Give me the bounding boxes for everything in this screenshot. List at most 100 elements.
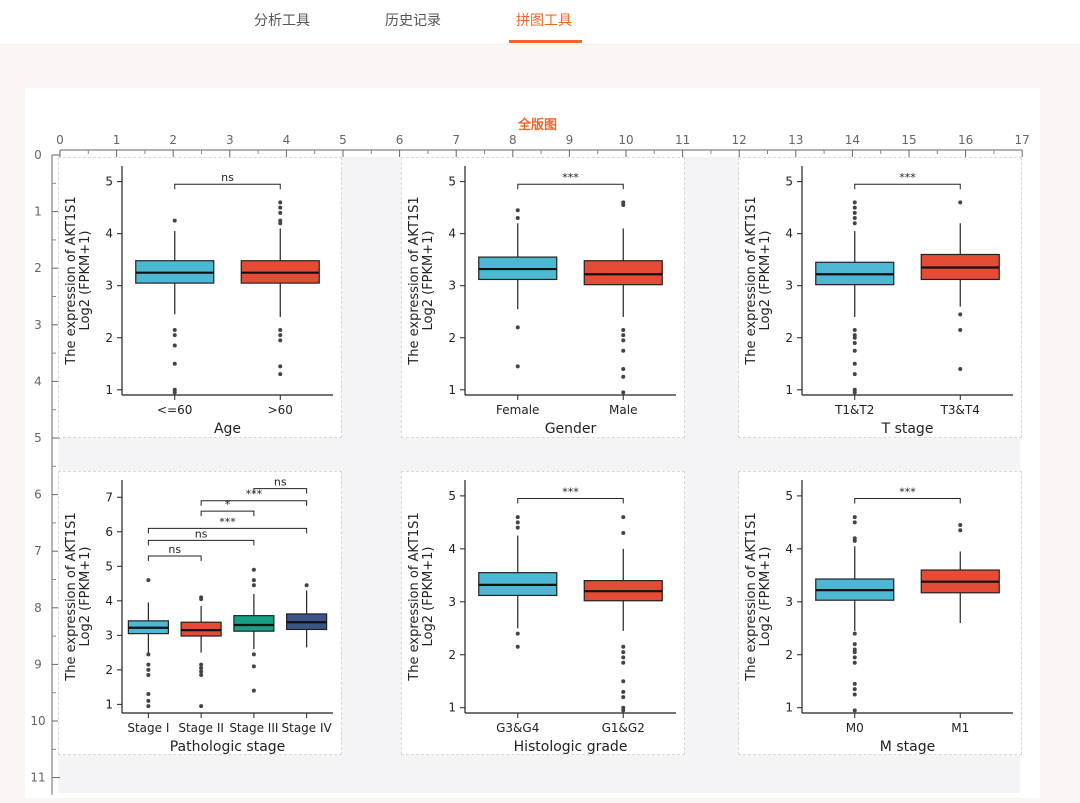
outlier-point xyxy=(278,221,283,226)
x-tick-label: T3&T4 xyxy=(940,403,980,417)
x-tick-label: Male xyxy=(609,403,637,417)
outlier-point xyxy=(515,644,520,649)
y-tick-label: 7 xyxy=(105,490,113,504)
significance-bracket xyxy=(147,527,308,534)
chart-histologic-grade: 1 2 3 4 5 The expression of AKT1S1 Log2 (FPKM+… xyxy=(407,480,676,755)
outlier-point xyxy=(172,361,177,366)
outlier-point xyxy=(852,200,857,205)
chart-panel-histologic-grade[interactable]: 1 2 3 4 5 The expression of AKT1S1 Log2 (FPKM+… xyxy=(401,471,685,755)
y-tick-label: 1 xyxy=(785,383,793,397)
outlier-point xyxy=(199,666,204,671)
outlier-point xyxy=(621,708,626,713)
y-axis-subtitle: Log2 (FPKM+1) xyxy=(758,547,773,647)
x-tick-label: M1 xyxy=(951,721,969,735)
y-tick-label: 1 xyxy=(105,383,113,397)
y-tick-label: 1 xyxy=(448,701,456,715)
outlier-point xyxy=(621,695,626,700)
outlier-point xyxy=(146,652,151,657)
chart-panel-m-stage[interactable]: 1 2 3 4 5 The expression of AKT1S1 Log2 (FPKM+… xyxy=(738,471,1022,755)
outlier-point xyxy=(278,333,283,338)
outlier-point xyxy=(146,662,151,667)
y-tick-label: 4 xyxy=(448,227,456,241)
x-axis-title: Gender xyxy=(545,421,597,437)
significance-label: *** xyxy=(246,488,263,501)
y-tick-label: 5 xyxy=(105,559,113,573)
chart-t-stage: 1 2 3 4 5 The expression of AKT1S1 Log2 (FPKM+… xyxy=(744,166,1013,437)
outlier-point xyxy=(621,327,626,332)
outlier-point xyxy=(278,338,283,343)
outlier-point xyxy=(515,520,520,525)
significance-label: *** xyxy=(219,515,236,528)
chart-panel-gender[interactable]: 1 2 3 4 5 The expression of AKT1S1 Log2 (FPKM+… xyxy=(401,157,685,438)
outlier-point xyxy=(621,366,626,371)
y-tick-label: 5 xyxy=(105,175,113,189)
significance-label: ns xyxy=(221,171,234,184)
outlier-point xyxy=(515,525,520,530)
outlier-point xyxy=(621,689,626,694)
chart-pathologic-stage: 1 2 3 4 5 6 7 The expression of AKT1S1 Log2 (FPK… xyxy=(64,476,333,755)
outlier-point xyxy=(621,374,626,379)
outlier-point xyxy=(852,692,857,697)
outlier-point xyxy=(621,338,626,343)
chart-panel-age[interactable]: 1 2 3 4 5 The expression of AKT1S1 Log2 (FPKM+… xyxy=(58,157,342,438)
significance-label: ns xyxy=(195,527,208,540)
y-axis-title: The expression of AKT1S1 xyxy=(744,512,759,681)
y-tick-label: 1 xyxy=(785,701,793,715)
chart-m-stage: 1 2 3 4 5 The expression of AKT1S1 Log2 (FPKM+… xyxy=(744,480,1013,755)
significance-bracket xyxy=(200,500,308,506)
y-tick-label: 4 xyxy=(785,542,793,556)
outlier-point xyxy=(621,515,626,520)
y-tick-label: 2 xyxy=(105,331,113,345)
chart-panel-t-stage[interactable]: 1 2 3 4 5 The expression of AKT1S1 Log2 (FPKM+… xyxy=(738,157,1022,438)
outlier-point xyxy=(852,681,857,686)
significance-label: *** xyxy=(562,486,579,499)
x-tick-label: G3&G4 xyxy=(496,721,539,735)
outlier-point xyxy=(958,200,963,205)
significance-bracket xyxy=(147,555,202,561)
outlier-point xyxy=(304,583,309,588)
y-tick-label: 3 xyxy=(105,628,113,642)
outlier-point xyxy=(852,372,857,377)
tab-collage-tool[interactable]: 拼图工具 xyxy=(516,13,572,29)
x-tick-label: Stage IV xyxy=(282,721,333,735)
x-tick-label: Stage III xyxy=(229,721,278,735)
outlier-point xyxy=(172,343,177,348)
y-tick-label: 2 xyxy=(785,331,793,345)
x-tick-label: Stage II xyxy=(178,721,224,735)
x-tick-label: Stage I xyxy=(127,721,169,735)
x-tick-label: >60 xyxy=(268,403,293,417)
y-tick-label: 2 xyxy=(105,663,113,677)
y-tick-label: 5 xyxy=(785,175,793,189)
outlier-point xyxy=(621,655,626,660)
y-axis-subtitle: Log2 (FPKM+1) xyxy=(78,547,93,647)
y-tick-label: 6 xyxy=(105,525,113,539)
y-axis-title: The expression of AKT1S1 xyxy=(64,196,79,365)
significance-label: * xyxy=(225,498,231,511)
outlier-point xyxy=(852,205,857,210)
outlier-point xyxy=(251,688,256,693)
significance-label: *** xyxy=(562,171,579,184)
y-tick-label: 4 xyxy=(105,594,113,608)
y-tick-label: 4 xyxy=(448,542,456,556)
outlier-point xyxy=(958,523,963,528)
chart-age: 1 2 3 4 5 The expression of AKT1S1 Log2 (FPKM+… xyxy=(64,166,333,437)
y-tick-label: 5 xyxy=(785,489,793,503)
y-axis-title: The expression of AKT1S1 xyxy=(64,512,79,681)
outlier-point xyxy=(852,335,857,340)
outlier-point xyxy=(621,650,626,655)
x-axis-title: Pathologic stage xyxy=(170,739,286,754)
outlier-point xyxy=(199,597,204,602)
outlier-point xyxy=(199,704,204,709)
outlier-point xyxy=(172,327,177,332)
outlier-point xyxy=(146,667,151,672)
y-tick-label: 4 xyxy=(785,227,793,241)
box-Stage III xyxy=(233,615,275,632)
tab-analysis-tools[interactable]: 分析工具 xyxy=(254,13,310,29)
significance-bracket xyxy=(517,498,624,504)
chart-panel-pathologic-stage[interactable]: 1 2 3 4 5 6 7 The expression of AKT1S1 Log2 (FPK… xyxy=(58,471,342,755)
outlier-point xyxy=(852,642,857,647)
tab-history[interactable]: 历史记录 xyxy=(385,13,441,29)
significance-bracket xyxy=(253,488,308,494)
canvas-title: 全版图 xyxy=(518,118,558,133)
outlier-point xyxy=(621,644,626,649)
